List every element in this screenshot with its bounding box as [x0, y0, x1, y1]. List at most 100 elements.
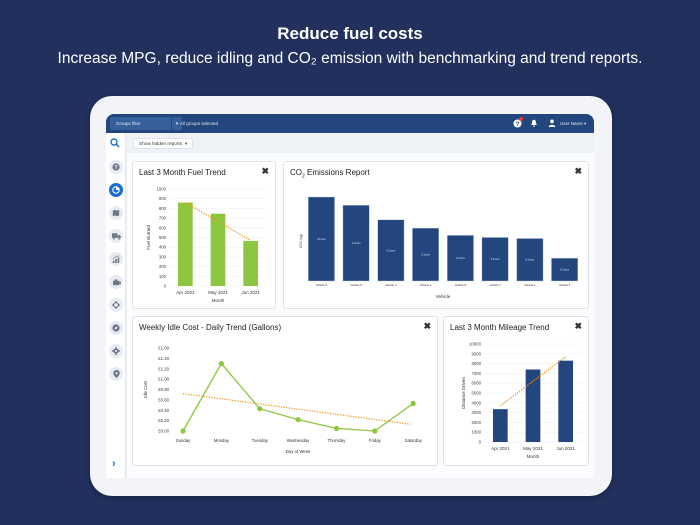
hero-title: Reduce fuel costs	[277, 24, 423, 43]
expand-sidebar-icon[interactable]: ›	[112, 458, 116, 470]
svg-text:0.1xxxx: 0.1xxxx	[352, 241, 361, 245]
svg-text:0.1xxxx: 0.1xxxx	[456, 256, 465, 260]
bar	[558, 360, 574, 442]
svg-text:5000: 5000	[471, 391, 481, 396]
mileage-trend-chart: 0 1000 2000 3000 4000 5000 6000 7000 8000 9000 100…	[461, 342, 582, 459]
bar	[525, 369, 541, 442]
svg-text:0: 0	[164, 284, 167, 289]
svg-text:Vehicle 6: Vehicle 6	[350, 283, 362, 287]
truck-icon[interactable]	[109, 229, 123, 243]
settings-icon[interactable]	[109, 344, 123, 358]
data-point	[372, 428, 378, 434]
svg-text:1000: 1000	[156, 187, 166, 192]
compass-icon[interactable]	[109, 321, 123, 335]
svg-text:Apr 2021: Apr 2021	[491, 446, 510, 451]
svg-text:200: 200	[159, 264, 167, 269]
idle-cost-card: Weekly Idle Cost - Daily Trend (Gallons)…	[132, 316, 438, 466]
svg-text:£0.20: £0.20	[158, 418, 169, 423]
svg-text:400: 400	[159, 245, 167, 250]
svg-text:Vehicle 7: Vehicle 7	[489, 283, 501, 287]
reports-icon[interactable]	[109, 183, 123, 197]
svg-text:Apr 2021: Apr 2021	[176, 290, 195, 295]
engine-icon[interactable]	[109, 275, 123, 289]
svg-text:700: 700	[159, 216, 167, 221]
data-point	[295, 416, 301, 423]
svg-text:Vehicle 8: Vehicle 8	[455, 283, 467, 287]
app-screen: Groups filter ▾ All groups selected ? Us…	[106, 114, 594, 478]
svg-text:Vehicle 3: Vehicle 3	[385, 283, 397, 287]
user-icon[interactable]	[547, 118, 557, 128]
help-icon[interactable]: ?	[109, 160, 123, 174]
svg-text:£0.80: £0.80	[158, 387, 169, 392]
svg-text:Idle Cost: Idle Cost	[143, 380, 148, 398]
trend-chart-icon[interactable]	[109, 252, 123, 266]
close-icon[interactable]: ✖	[423, 321, 431, 331]
svg-text:£1.20: £1.20	[158, 366, 169, 371]
svg-text:0.1xxxx: 0.1xxxx	[317, 237, 326, 241]
groups-selected-text: All groups selected	[180, 121, 219, 126]
show-hidden-reports-dropdown[interactable]: Show hidden reports ▾	[133, 138, 194, 149]
svg-text:0.1xxxx: 0.1xxxx	[525, 258, 534, 262]
svg-text:600: 600	[159, 225, 167, 230]
svg-text:0.1xxxx: 0.1xxxx	[560, 268, 569, 272]
groups-filter-label: Groups filter	[116, 121, 141, 126]
svg-text:Day of Week: Day of Week	[286, 449, 311, 454]
svg-text:8000: 8000	[471, 361, 481, 366]
svg-text:Jun 2021: Jun 2021	[556, 446, 575, 451]
svg-text:?: ?	[114, 165, 118, 171]
help-notification-icon[interactable]: ?	[512, 117, 523, 128]
bar	[377, 219, 405, 282]
fuel-trend-chart: 0 100 200 300 400 500 600 700 800 900 1000 Apr 2021…	[146, 187, 267, 303]
svg-text:Vehicle 5: Vehicle 5	[316, 283, 328, 287]
svg-text:Thursday: Thursday	[328, 438, 347, 443]
svg-text:Saturday: Saturday	[405, 438, 423, 443]
bar	[551, 257, 579, 282]
svg-text:May 2021: May 2021	[208, 290, 228, 295]
map-icon[interactable]	[109, 206, 123, 220]
search-icon[interactable]	[110, 138, 120, 151]
svg-text:CO2 (kg): CO2 (kg)	[299, 234, 303, 248]
idle-cost-chart: £0.00 £0.20 £0.40 £0.60 £0.80 £1.00 £1.20 £1.40…	[143, 346, 423, 455]
svg-text:Vehicle 4: Vehicle 4	[559, 283, 571, 287]
user-name-menu[interactable]: User Name ▾	[560, 121, 587, 126]
bell-icon[interactable]	[529, 118, 539, 128]
bar	[243, 240, 259, 286]
svg-text:900: 900	[159, 196, 167, 201]
svg-text:3000: 3000	[471, 410, 481, 415]
svg-text:Fuel Burned: Fuel Burned	[146, 225, 151, 250]
groups-filter-dropdown[interactable]: Groups filter ▾	[110, 117, 182, 130]
svg-text:Sunday: Sunday	[176, 438, 191, 443]
svg-text:4000: 4000	[471, 400, 481, 405]
bar	[412, 227, 440, 282]
location-icon[interactable]	[109, 367, 123, 381]
svg-text:£1.00: £1.00	[158, 377, 169, 382]
data-point	[218, 360, 224, 367]
top-navigation-bar: Groups filter ▾ All groups selected ? Us…	[106, 114, 594, 133]
svg-text:500: 500	[159, 235, 167, 240]
bar	[177, 202, 193, 286]
svg-text:0: 0	[479, 440, 482, 445]
mileage-trend-card: Last 3 Month Mileage Trend ✖ 0 1000 2000 30…	[443, 316, 589, 466]
sidebar: ? ›	[106, 133, 126, 478]
close-icon[interactable]: ✖	[574, 321, 582, 331]
svg-text:800: 800	[159, 206, 167, 211]
data-point	[180, 428, 186, 434]
data-point	[257, 406, 263, 412]
svg-text:6000: 6000	[471, 381, 481, 386]
svg-text:?: ?	[515, 120, 519, 127]
chevron-down-icon[interactable]: ▾	[171, 117, 182, 130]
bar	[342, 205, 370, 282]
bar	[492, 409, 508, 442]
card-title: Last 3 Month Fuel Trend	[139, 168, 226, 177]
svg-text:Month: Month	[212, 298, 225, 303]
svg-text:300: 300	[159, 254, 167, 259]
svg-text:10000: 10000	[469, 342, 482, 347]
svg-text:0.1xxxx: 0.1xxxx	[386, 248, 395, 252]
close-icon[interactable]: ✖	[261, 166, 269, 176]
network-icon[interactable]	[109, 298, 123, 312]
data-point	[333, 425, 340, 432]
svg-text:0.1xxxx: 0.1xxxx	[491, 257, 500, 261]
close-icon[interactable]: ✖	[574, 166, 582, 176]
bar	[210, 213, 226, 286]
show-hidden-reports-label: Show hidden reports	[139, 141, 182, 146]
